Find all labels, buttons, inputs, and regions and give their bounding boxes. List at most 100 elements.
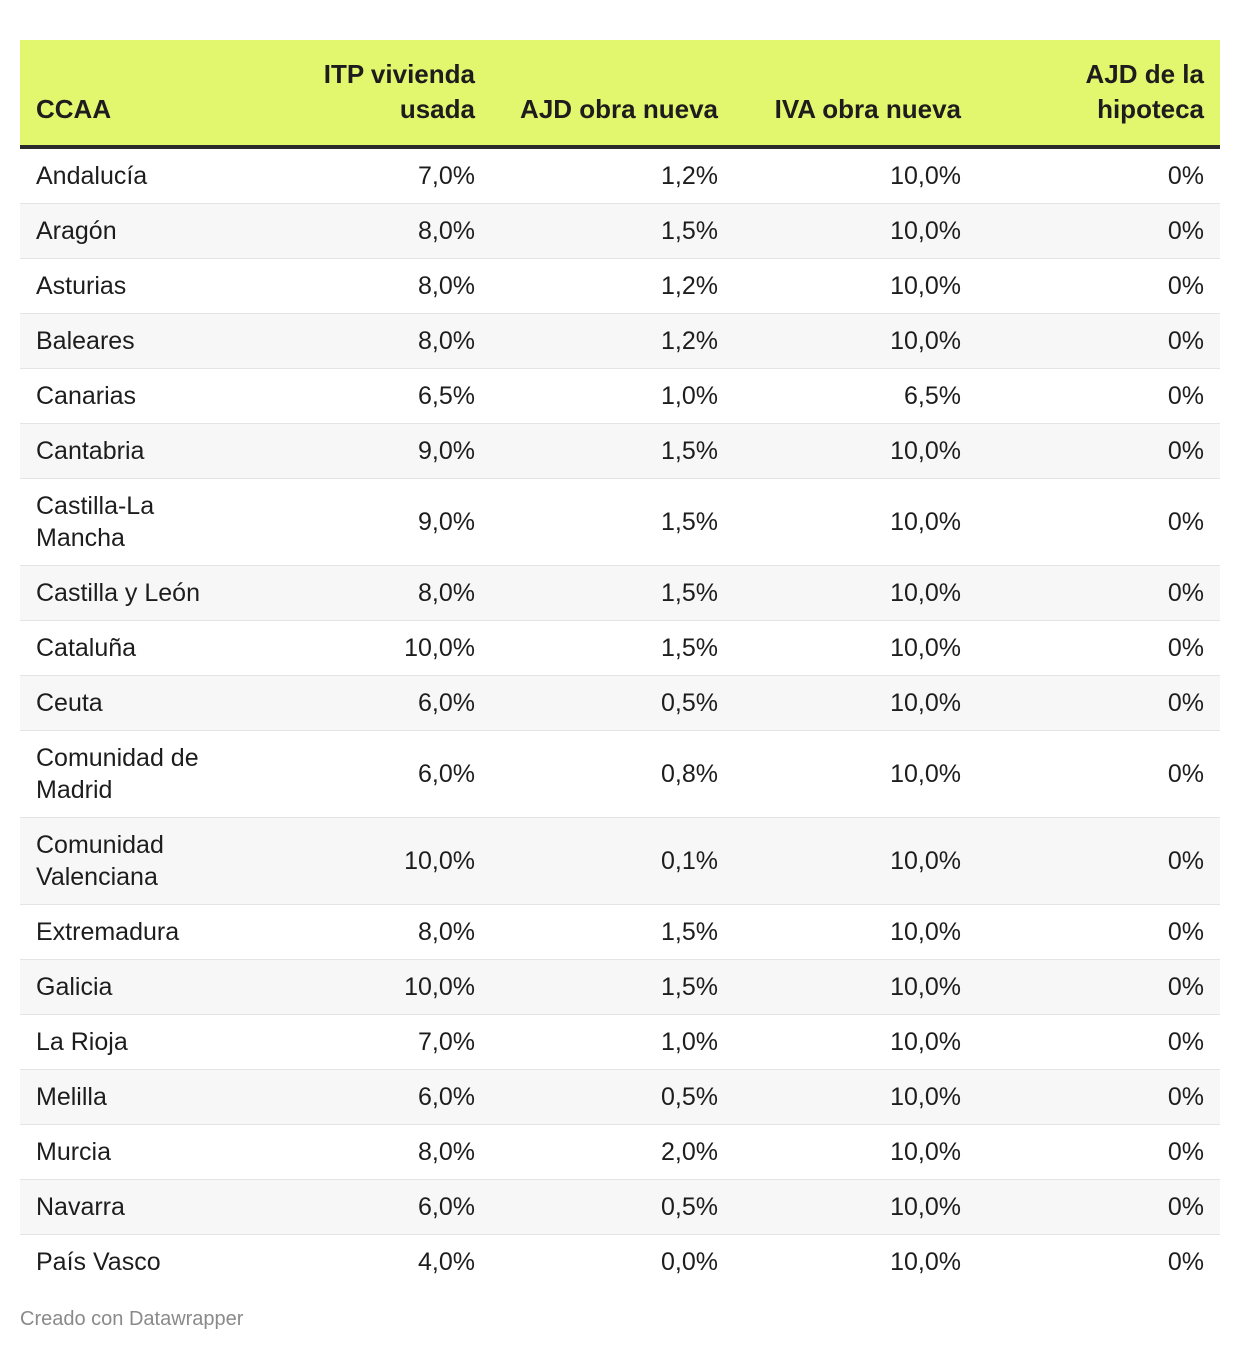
cell-ajd-obra: 0,8% bbox=[491, 730, 734, 818]
cell-ajd-obra: 1,2% bbox=[491, 313, 734, 369]
table-row: Navarra 6,0% 0,5% 10,0% 0% bbox=[20, 1179, 1220, 1235]
table-row: Comunidad de Madrid 6,0% 0,8% 10,0% 0% bbox=[20, 730, 1220, 818]
header-ccaa[interactable]: CCAA bbox=[20, 40, 248, 149]
cell-itp: 6,0% bbox=[248, 1069, 491, 1125]
tax-table: CCAA ITP vivienda usada AJD obra nueva I… bbox=[20, 40, 1220, 1289]
region-name: Andalucía bbox=[36, 162, 148, 190]
cell-iva-obra: 10,0% bbox=[734, 203, 977, 259]
header-iva-obra[interactable]: IVA obra nueva bbox=[734, 40, 977, 149]
cell-ccaa: Andalucía bbox=[20, 147, 248, 204]
cell-iva-obra: 10,0% bbox=[734, 147, 977, 204]
cell-ajd-hipoteca: 0% bbox=[977, 1179, 1220, 1235]
cell-ajd-obra: 0,5% bbox=[491, 1179, 734, 1235]
cell-ajd-obra: 1,5% bbox=[491, 203, 734, 259]
cell-ajd-obra: 1,5% bbox=[491, 565, 734, 621]
table-body: Andalucía 7,0% 1,2% 10,0% 0% Aragón 8,0% 1,5% 10… bbox=[20, 147, 1220, 1289]
header-row: CCAA ITP vivienda usada AJD obra nueva I… bbox=[20, 40, 1220, 149]
region-name: Galicia bbox=[36, 973, 113, 1001]
cell-iva-obra: 10,0% bbox=[734, 904, 977, 960]
cell-iva-obra: 10,0% bbox=[734, 313, 977, 369]
cell-ajd-hipoteca: 0% bbox=[977, 959, 1220, 1015]
cell-ajd-obra: 1,2% bbox=[491, 258, 734, 314]
cell-ccaa: Melilla bbox=[20, 1069, 248, 1125]
region-name: Navarra bbox=[36, 1193, 125, 1221]
cell-ccaa: Baleares bbox=[20, 313, 248, 369]
cell-ajd-hipoteca: 0% bbox=[977, 675, 1220, 731]
region-name: Extremadura bbox=[36, 918, 180, 946]
table-row: La Rioja 7,0% 1,0% 10,0% 0% bbox=[20, 1014, 1220, 1070]
region-name: Comunidad Valenciana bbox=[36, 831, 164, 891]
cell-ajd-hipoteca: 0% bbox=[977, 904, 1220, 960]
cell-ccaa: Aragón bbox=[20, 203, 248, 259]
region-name: Canarias bbox=[36, 382, 137, 410]
cell-itp: 10,0% bbox=[248, 620, 491, 676]
cell-ajd-obra: 1,5% bbox=[491, 478, 734, 566]
table-row: Cantabria 9,0% 1,5% 10,0% 0% bbox=[20, 423, 1220, 479]
table-row: Castilla y León 8,0% 1,5% 10,0% 0% bbox=[20, 565, 1220, 621]
table-row: Ceuta 6,0% 0,5% 10,0% 0% bbox=[20, 675, 1220, 731]
table-row: Andalucía 7,0% 1,2% 10,0% 0% bbox=[20, 147, 1220, 204]
cell-ccaa: Comunidad Valenciana bbox=[20, 817, 248, 905]
cell-ccaa: Asturias bbox=[20, 258, 248, 314]
cell-iva-obra: 10,0% bbox=[890, 1248, 961, 1276]
cell-ajd-obra: 0,5% bbox=[491, 1069, 734, 1125]
header-itp[interactable]: ITP vivienda usada bbox=[248, 40, 491, 149]
datawrapper-credit[interactable]: Creado con Datawrapper bbox=[20, 1308, 244, 1330]
cell-ccaa: Castilla y León bbox=[20, 565, 248, 621]
region-name: Ceuta bbox=[36, 689, 103, 717]
cell-iva-obra: 10,0% bbox=[734, 959, 977, 1015]
cell-ccaa: Canarias bbox=[20, 368, 248, 424]
cell-iva-obra: 6,5% bbox=[734, 368, 977, 424]
cell-ajd-obra: 1,5% bbox=[491, 620, 734, 676]
region-name: Comunidad de Madrid bbox=[36, 744, 199, 804]
cell-ajd-hipoteca: 0% bbox=[977, 620, 1220, 676]
region-name: Cantabria bbox=[36, 437, 145, 465]
cell-ccaa: Cataluña bbox=[20, 620, 248, 676]
cell-itp: 8,0% bbox=[248, 203, 491, 259]
table-row: Castilla-La Mancha 9,0% 1,5% 10,0% 0% bbox=[20, 478, 1220, 566]
cell-ajd-hipoteca: 0% bbox=[977, 1014, 1220, 1070]
table-row: Canarias 6,5% 1,0% 6,5% 0% bbox=[20, 368, 1220, 424]
cell-iva-obra: 10,0% bbox=[734, 1179, 977, 1235]
cell-itp: 8,0% bbox=[248, 313, 491, 369]
cell-iva-obra: 10,0% bbox=[734, 1014, 977, 1070]
cell-iva-obra: 10,0% bbox=[734, 620, 977, 676]
cell-ajd-obra: 1,5% bbox=[491, 904, 734, 960]
cell-ccaa: La Rioja bbox=[20, 1014, 248, 1070]
cell-itp: 8,0% bbox=[248, 565, 491, 621]
cell-ajd-obra: 0,1% bbox=[491, 817, 734, 905]
cell-ajd-hipoteca: 0% bbox=[977, 423, 1220, 479]
cell-ajd-hipoteca: 0% bbox=[977, 565, 1220, 621]
table-row: Extremadura 8,0% 1,5% 10,0% 0% bbox=[20, 904, 1220, 960]
table-header: CCAA ITP vivienda usada AJD obra nueva I… bbox=[20, 40, 1220, 149]
cell-ajd-obra: 1,0% bbox=[491, 368, 734, 424]
cell-iva-obra: 10,0% bbox=[734, 478, 977, 566]
cell-ajd-hipoteca: 0% bbox=[977, 203, 1220, 259]
cell-ccaa: Galicia bbox=[20, 959, 248, 1015]
table-row: Galicia 10,0% 1,5% 10,0% 0% bbox=[20, 959, 1220, 1015]
table-row: Baleares 8,0% 1,2% 10,0% 0% bbox=[20, 313, 1220, 369]
header-ajd-hipoteca[interactable]: AJD de la hipoteca bbox=[977, 40, 1220, 149]
cell-ajd-hipoteca: 0% bbox=[977, 313, 1220, 369]
cell-itp: 6,0% bbox=[248, 730, 491, 818]
cell-ajd-obra: 1,5% bbox=[491, 423, 734, 479]
region-name: Castilla y León bbox=[36, 579, 200, 607]
cell-ccaa: Murcia bbox=[20, 1124, 248, 1180]
cell-iva-obra: 10,0% bbox=[734, 1124, 977, 1180]
header-ajd-obra[interactable]: AJD obra nueva bbox=[491, 40, 734, 149]
cell-itp: 7,0% bbox=[248, 147, 491, 204]
cell-ajd-obra: 1,0% bbox=[491, 1014, 734, 1070]
cell-itp: 6,0% bbox=[248, 1179, 491, 1235]
table-row: Aragón 8,0% 1,5% 10,0% 0% bbox=[20, 203, 1220, 259]
cell-ajd-obra: 2,0% bbox=[491, 1124, 734, 1180]
region-name: Baleares bbox=[36, 327, 135, 355]
region-name: Asturias bbox=[36, 272, 127, 300]
cell-ccaa: Comunidad de Madrid bbox=[20, 730, 248, 818]
cell-ajd-hipoteca: 0% bbox=[977, 730, 1220, 818]
region-name: País Vasco bbox=[36, 1248, 161, 1276]
cell-ajd-obra: 0,5% bbox=[491, 675, 734, 731]
region-name: Castilla-La Mancha bbox=[36, 492, 155, 552]
cell-iva-obra: 10,0% bbox=[734, 423, 977, 479]
cell-ccaa: Navarra bbox=[20, 1179, 248, 1235]
table-row: Comunidad Valenciana 10,0% 0,1% 10,0% 0% bbox=[20, 817, 1220, 905]
